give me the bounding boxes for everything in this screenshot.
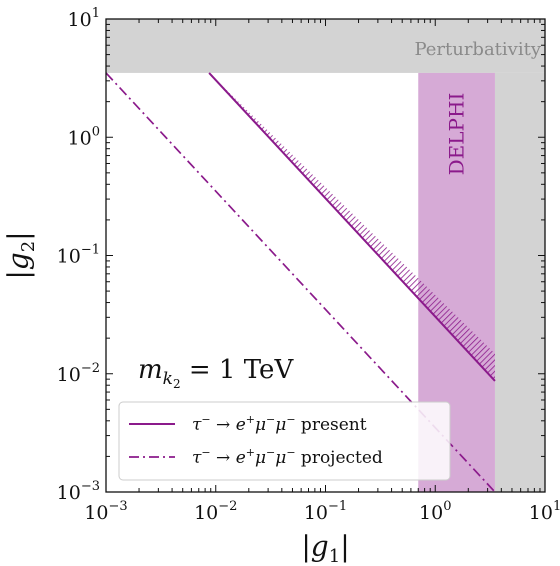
mass-annotation: mk2 = 1 TeV	[138, 355, 294, 391]
legend-box	[118, 401, 451, 481]
legend-label-projected: τ− → e+μ−μ− projected	[192, 446, 383, 468]
y-axis-label: |g2|	[2, 231, 39, 279]
x-tick-label: 10−1	[304, 499, 347, 524]
legend-label-present: τ− → e+μ−μ− present	[192, 413, 367, 435]
x-tick-label: 101	[529, 499, 560, 524]
x-axis-label: |g1|	[301, 530, 349, 566]
series-line-dashdot	[105, 72, 496, 493]
perturbativity-label: Perturbativity	[414, 39, 541, 60]
x-tick-label: 10−3	[84, 499, 127, 524]
series-lines	[105, 72, 496, 493]
tick-labels: 10−3 10−2 10−1 100 101 10−3 10−2 10−1 100 101	[57, 6, 560, 524]
y-tick-label: 10−3	[57, 479, 100, 504]
y-tick-label: 10−2	[57, 361, 100, 386]
axis-labels: |g1| |g2|	[2, 231, 350, 566]
delphi-label: DELPHI	[445, 93, 469, 176]
annotation: mk2 = 1 TeV	[138, 355, 294, 391]
region-labels: Perturbativity DELPHI	[414, 39, 541, 175]
y-tick-label: 101	[68, 6, 100, 31]
y-tick-label: 100	[68, 124, 100, 149]
regions	[106, 19, 545, 493]
perturbativity-region-top	[106, 19, 545, 73]
legend: τ− → e+μ−μ− present τ− → e+μ−μ− projected	[118, 401, 451, 481]
x-tick-label: 10−2	[194, 499, 237, 524]
ticks	[105, 18, 546, 493]
perturbativity-region-right	[494, 72, 545, 493]
series-line-solid	[208, 72, 496, 382]
x-tick-label: 100	[419, 499, 451, 524]
y-tick-label: 10−1	[57, 243, 100, 268]
